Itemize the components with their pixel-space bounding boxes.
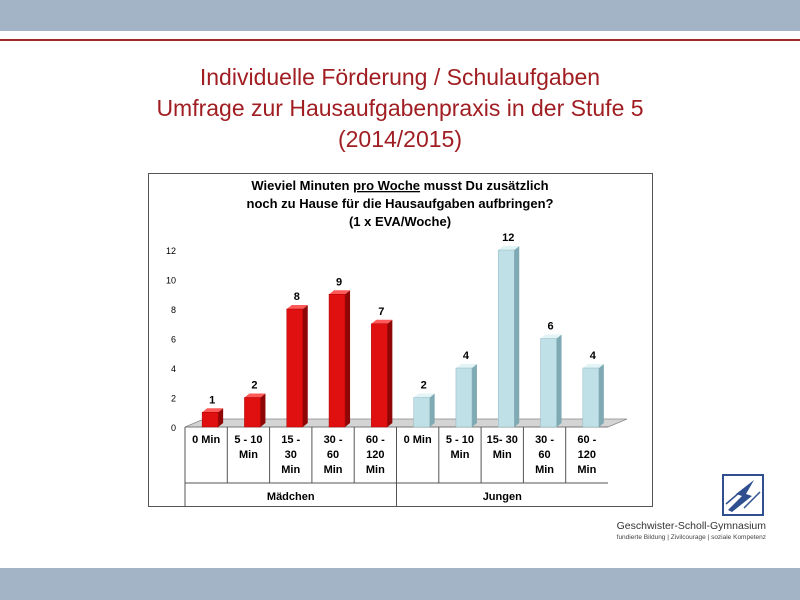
category-label: 60 <box>327 449 339 461</box>
bar-side <box>429 393 435 427</box>
data-label: 6 <box>547 321 553 333</box>
category-label: 30 <box>285 449 297 461</box>
slide-title-line-2: Umfrage zur Hausaufgabenpraxis in der St… <box>156 95 644 121</box>
category-label: 5 - 10 <box>234 434 262 446</box>
data-label: 4 <box>590 350 597 362</box>
bar-side <box>302 305 308 427</box>
y-tick-label: 8 <box>171 305 176 315</box>
bar-top <box>371 319 393 324</box>
school-name: Geschwister-Scholl-Gymnasium <box>616 520 766 532</box>
data-label: 9 <box>336 276 342 288</box>
bar <box>201 412 219 428</box>
bar-side <box>345 290 351 427</box>
school-logo-icon <box>722 474 764 516</box>
bar <box>582 367 600 428</box>
bottom-band <box>0 568 800 600</box>
y-tick-label: 0 <box>171 423 176 433</box>
bar-top <box>286 305 308 309</box>
category-label: 30 - <box>535 434 554 446</box>
bar-side <box>598 364 604 427</box>
bar-top <box>582 364 604 368</box>
y-tick-label: 2 <box>171 394 176 404</box>
data-label: 8 <box>294 291 300 303</box>
y-tick-label: 4 <box>171 364 176 374</box>
data-label: 2 <box>251 380 257 392</box>
category-label: 5 - 10 <box>446 434 474 446</box>
category-label: 0 Min <box>192 434 220 446</box>
bar-top <box>540 334 562 339</box>
bar-top <box>455 364 477 368</box>
bar <box>455 367 473 428</box>
chart-title-line-1: Wieviel Minuten pro Woche musst Du zusät… <box>251 178 548 193</box>
bar-side <box>556 334 562 427</box>
category-label: Min <box>450 449 469 461</box>
chart-title-line-3: (1 x EVA/Woche) <box>349 214 451 229</box>
y-tick-label: 10 <box>166 276 176 286</box>
bar <box>498 249 515 428</box>
category-label: 120 <box>366 449 384 461</box>
top-band <box>0 0 800 31</box>
category-label: 60 <box>538 449 550 461</box>
category-label: Min <box>281 464 300 476</box>
bar <box>244 397 261 428</box>
data-label: 12 <box>502 232 514 244</box>
bar-chart: Wieviel Minuten pro Woche musst Du zusät… <box>166 178 628 506</box>
bar-top <box>329 290 351 295</box>
bar-top <box>498 246 520 250</box>
bar <box>371 323 388 428</box>
bar-top <box>244 393 266 398</box>
group-label: Mädchen <box>267 491 315 503</box>
bar-side <box>218 408 224 427</box>
top-rule <box>0 39 800 41</box>
data-label: 7 <box>378 306 384 318</box>
school-tagline: fundierte Bildung | Zivilcourage | sozia… <box>616 534 766 541</box>
bar-side <box>387 319 393 427</box>
slide-title: Individuelle Förderung / Schulaufgaben U… <box>0 62 800 155</box>
category-label: 60 - <box>577 434 596 446</box>
category-label: Min <box>239 449 258 461</box>
category-label: 15- 30 <box>487 434 518 446</box>
category-label: 30 - <box>324 434 343 446</box>
bar <box>540 338 557 428</box>
group-label: Jungen <box>483 491 522 503</box>
chart-title-line-2: noch zu Hause für die Hausaufgaben aufbr… <box>247 196 554 211</box>
data-label: 2 <box>421 380 427 392</box>
category-label: Min <box>366 464 385 476</box>
bar <box>413 397 430 428</box>
bar-top <box>202 408 224 413</box>
data-label: 1 <box>209 394 215 406</box>
category-label: 120 <box>578 449 596 461</box>
category-label: 60 - <box>366 434 385 446</box>
slide-title-line-3: (2014/2015) <box>337 126 463 152</box>
y-tick-label: 12 <box>166 246 176 256</box>
category-label: Min <box>493 449 512 461</box>
category-label: 0 Min <box>404 434 432 446</box>
category-label: Min <box>324 464 343 476</box>
bar-side <box>471 364 477 427</box>
category-label: Min <box>577 464 596 476</box>
chart-frame <box>148 173 653 507</box>
bar-top <box>413 393 435 398</box>
data-label: 4 <box>463 350 470 362</box>
bar-side <box>260 393 266 427</box>
category-label: Min <box>535 464 554 476</box>
bar-side <box>514 246 520 427</box>
y-tick-label: 6 <box>171 335 176 345</box>
category-label: 15 - <box>281 434 300 446</box>
bar <box>286 308 303 428</box>
slide-title-line-1: Individuelle Förderung / Schulaufgaben <box>199 64 601 90</box>
bar <box>328 294 346 428</box>
